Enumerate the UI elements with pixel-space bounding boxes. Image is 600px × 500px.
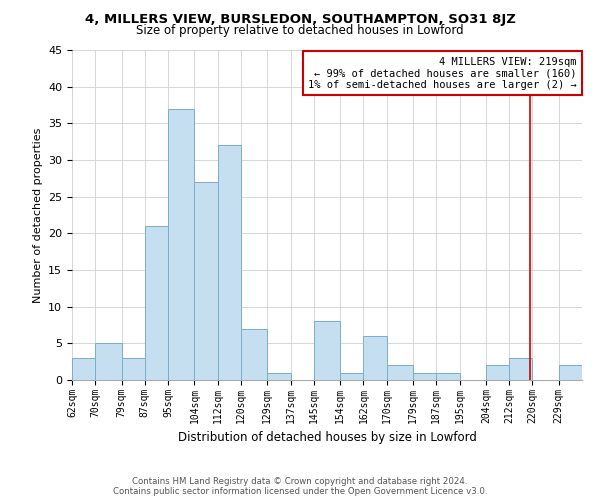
X-axis label: Distribution of detached houses by size in Lowford: Distribution of detached houses by size … [178, 431, 476, 444]
Bar [72, 358, 95, 380]
Text: 4 MILLERS VIEW: 219sqm
← 99% of detached houses are smaller (160)
1% of semi-det: 4 MILLERS VIEW: 219sqm ← 99% of detached… [308, 56, 577, 90]
Bar [267, 372, 290, 380]
Bar [340, 372, 364, 380]
Bar [95, 344, 122, 380]
Bar [314, 322, 340, 380]
Bar [364, 336, 387, 380]
Bar [122, 358, 145, 380]
Bar [168, 108, 194, 380]
Bar [241, 328, 267, 380]
Bar [387, 366, 413, 380]
Bar [413, 372, 436, 380]
Y-axis label: Number of detached properties: Number of detached properties [32, 128, 43, 302]
Bar [436, 372, 460, 380]
Text: Contains HM Land Registry data © Crown copyright and database right 2024.
Contai: Contains HM Land Registry data © Crown c… [113, 476, 487, 496]
Bar [218, 146, 241, 380]
Bar [486, 366, 509, 380]
Text: Size of property relative to detached houses in Lowford: Size of property relative to detached ho… [136, 24, 464, 37]
Bar [145, 226, 168, 380]
Bar [509, 358, 532, 380]
Bar [559, 366, 582, 380]
Bar [194, 182, 218, 380]
Text: 4, MILLERS VIEW, BURSLEDON, SOUTHAMPTON, SO31 8JZ: 4, MILLERS VIEW, BURSLEDON, SOUTHAMPTON,… [85, 12, 515, 26]
